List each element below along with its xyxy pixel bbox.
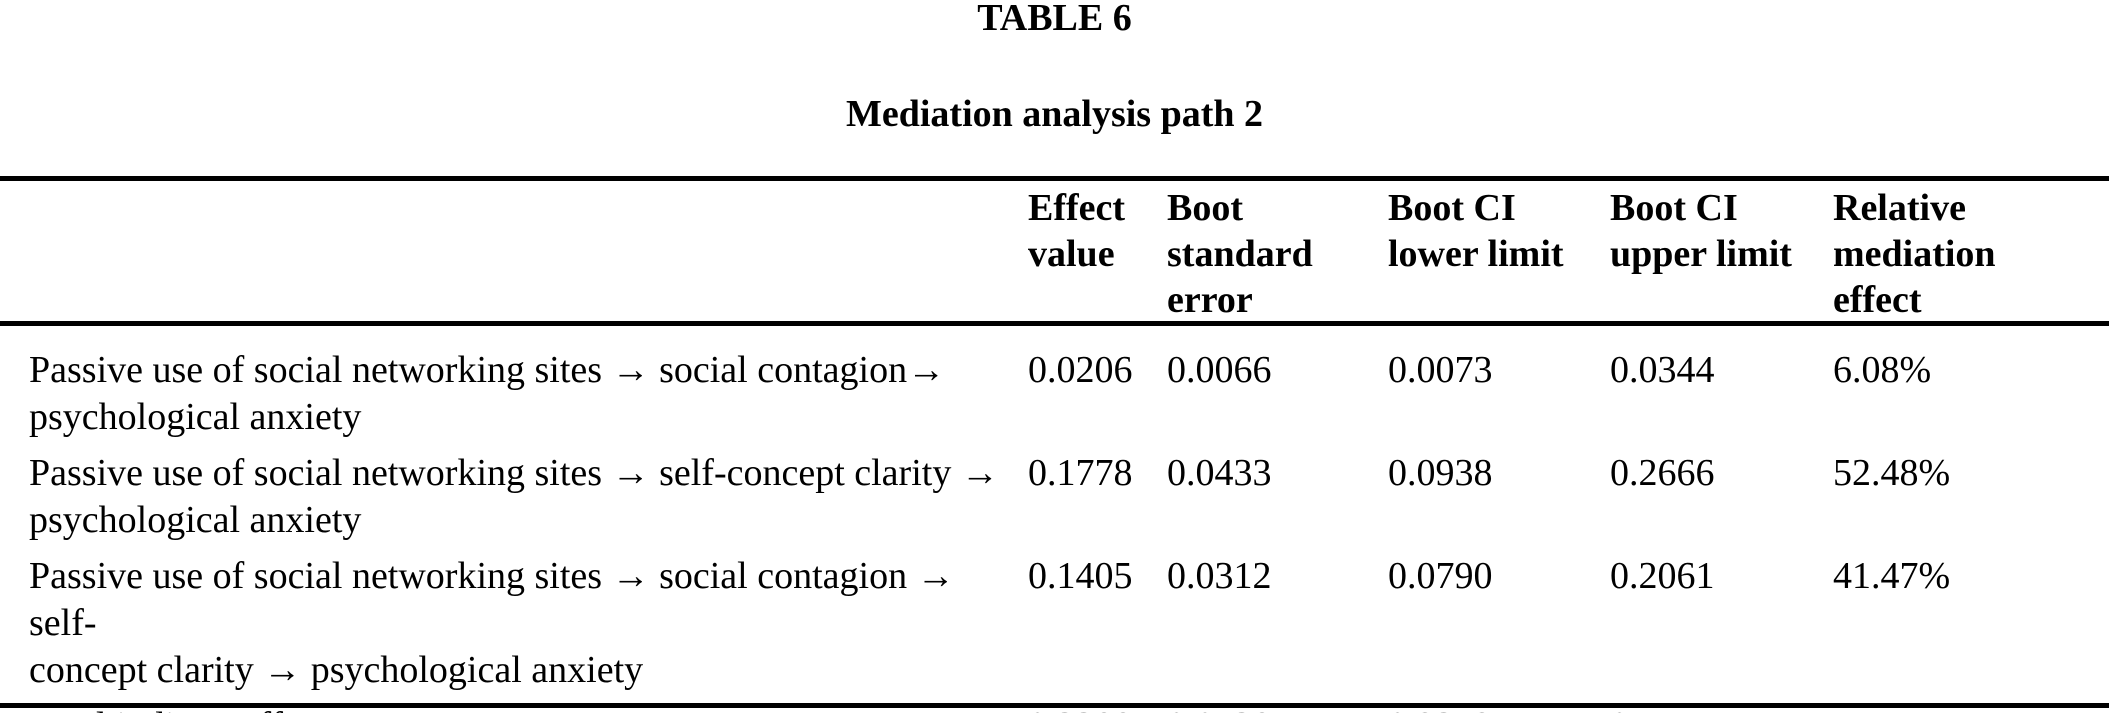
header-divider-rule: [0, 321, 2109, 326]
table-row-total: Total indirect effect 0.3388 0.0538 0.23…: [0, 703, 2109, 713]
table-bottom-rule: [0, 703, 2109, 708]
cell-boot-ci-upper-limit: 0.4451: [1610, 703, 1833, 713]
cell-boot-ci-lower-limit: 0.0790: [1388, 555, 1493, 597]
cell-effect-value: 0.1405: [1028, 555, 1133, 597]
cell-boot-ci-lower-limit: 0.2312: [1388, 703, 1610, 713]
cell-relative-mediation-effect: 52.48%: [1833, 452, 1951, 494]
table-title: Mediation analysis path 2: [845, 93, 1264, 135]
cell-boot-standard-error: 0.0312: [1167, 555, 1272, 597]
cell-mediation-path-label: Passive use of social networking sites →…: [29, 452, 999, 541]
cell-mediation-path-label: Passive use of social networking sites →…: [29, 349, 946, 438]
table-row: Passive use of social networking sites →…: [0, 553, 2109, 694]
cell-effect-value: 0.0206: [1028, 349, 1133, 391]
column-header-boot-standard-error: Boot standard error: [1167, 187, 1313, 321]
cell-effect-value: 0.3388: [1028, 703, 1167, 713]
column-header-boot-ci-lower-limit: Boot CI lower limit: [1388, 187, 1564, 275]
cell-boot-ci-upper-limit: 0.2666: [1610, 452, 1715, 494]
cell-boot-ci-upper-limit: 0.2061: [1610, 555, 1715, 597]
table-row: Passive use of social networking sites →…: [0, 450, 2109, 544]
cell-total-indirect-effect-label: Total indirect effect: [0, 703, 1028, 713]
cell-boot-standard-error: 0.0433: [1167, 452, 1272, 494]
table-number-heading: TABLE 6: [977, 0, 1132, 39]
cell-mediation-path-label: Passive use of social networking sites →…: [29, 555, 955, 691]
cell-boot-ci-lower-limit: 0.0938: [1388, 452, 1493, 494]
table-body: Passive use of social networking sites →…: [0, 326, 2109, 713]
cell-relative-mediation-effect: 6.08%: [1833, 349, 1932, 391]
column-header-effect-value: Effect value: [1028, 187, 1126, 275]
cell-relative-mediation-effect: 41.47%: [1833, 555, 1951, 597]
table-top-rule: [0, 176, 2109, 181]
table-header-row: Effect value Boot standard error Boot CI…: [0, 185, 2109, 323]
cell-boot-ci-upper-limit: 0.0344: [1610, 349, 1715, 391]
column-header-boot-ci-upper-limit: Boot CI upper limit: [1610, 187, 1792, 275]
cell-boot-standard-error: 0.0538: [1167, 703, 1388, 713]
table-row: Passive use of social networking sites →…: [0, 347, 2109, 441]
column-header-relative-mediation-effect: Relative mediation effect: [1833, 187, 1996, 321]
cell-boot-ci-lower-limit: 0.0073: [1388, 349, 1493, 391]
cell-effect-value: 0.1778: [1028, 452, 1133, 494]
cell-boot-standard-error: 0.0066: [1167, 349, 1272, 391]
